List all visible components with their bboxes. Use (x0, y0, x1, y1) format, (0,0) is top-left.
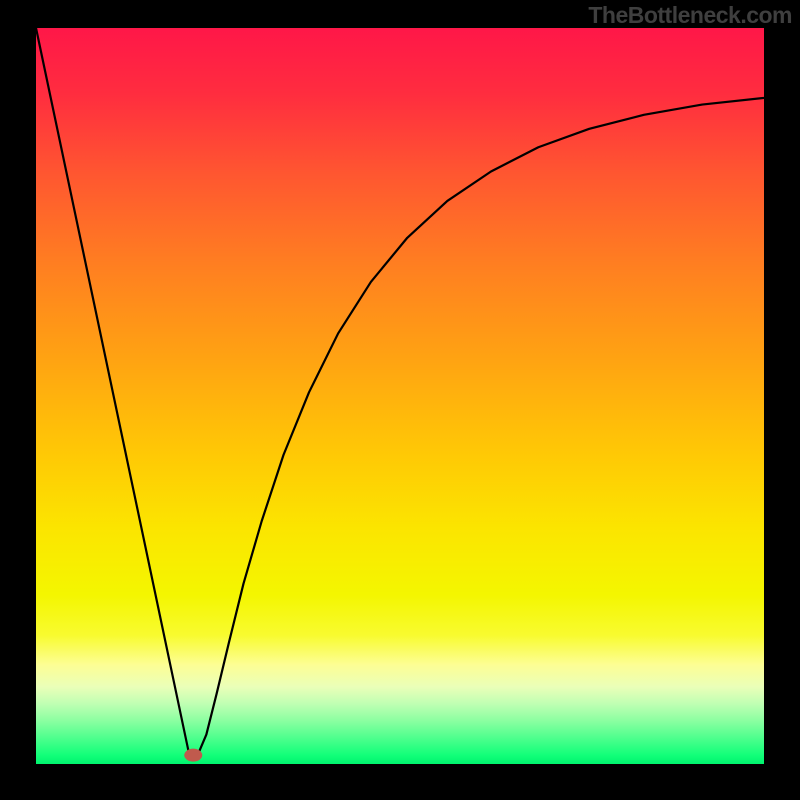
chart-container: TheBottleneck.com (0, 0, 800, 800)
chart-svg (0, 0, 800, 800)
optimal-point-marker (184, 749, 202, 762)
plot-background (36, 28, 764, 764)
watermark-text: TheBottleneck.com (588, 2, 792, 29)
